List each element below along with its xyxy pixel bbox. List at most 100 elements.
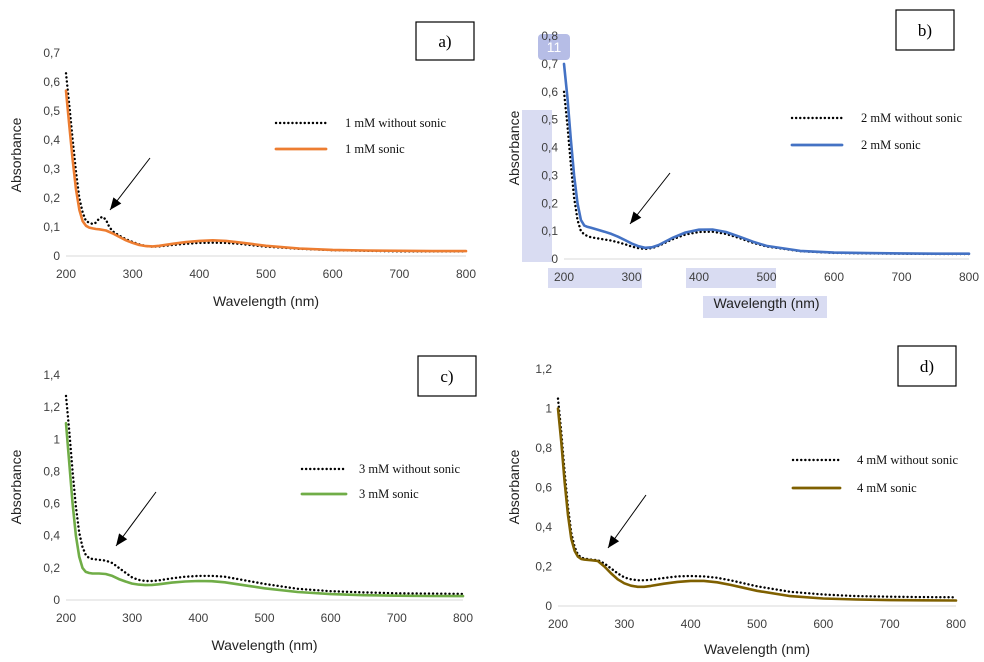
x-tick-label: 200 [56, 611, 76, 625]
panel-label-box [415, 21, 475, 61]
annotation-arrowhead [630, 211, 642, 224]
highlight-xtick-band-2 [686, 268, 776, 288]
panel-label: a) [438, 32, 451, 51]
y-tick-label: 1,2 [535, 362, 552, 376]
x-tick-label: 800 [453, 611, 473, 625]
x-tick-label: 600 [323, 267, 343, 281]
panel-label: c) [440, 367, 453, 386]
x-axis-title: Wavelength (nm) [704, 641, 810, 657]
annotation-arrowhead [116, 533, 128, 546]
series-line-without-sonic [64, 394, 465, 596]
y-tick-label: 0,2 [43, 561, 60, 575]
x-tick-label: 200 [56, 267, 76, 281]
highlight-badge [538, 34, 570, 60]
y-tick-label: 0,6 [541, 85, 558, 99]
y-tick-label: 0 [551, 252, 558, 266]
chart-panel-1: 0 0,1 0,2 0,3 0,4 0,5 0,6 0,7 200 300 400 500 600 700… [8, 21, 476, 309]
highlight-badge-text: 11 [547, 39, 562, 55]
y-tick-label: 0,8 [43, 464, 60, 478]
x-tick-label: 300 [614, 617, 634, 631]
x-tick-label: 500 [756, 270, 776, 284]
y-tick-label: 0,4 [535, 520, 552, 534]
y-tick-label: 0,6 [43, 497, 60, 511]
legend-label: 1 mM sonic [345, 142, 405, 156]
y-tick-label: 1,2 [43, 400, 60, 414]
y-tick-label: 0,6 [43, 75, 60, 89]
x-tick-label: 500 [256, 267, 276, 281]
annotation-arrowhead [110, 197, 122, 210]
x-tick-label: 200 [554, 270, 574, 284]
y-tick-label: 1 [545, 402, 552, 416]
y-tick-label: 0 [53, 593, 60, 607]
x-tick-label: 700 [891, 270, 911, 284]
series-line-sonic [64, 89, 468, 253]
y-tick-label: 0,8 [535, 441, 552, 455]
y-tick-label: 0,6 [535, 481, 552, 495]
x-tick-label: 300 [621, 270, 641, 284]
y-tick-label: 0,1 [43, 220, 60, 234]
chart-panel-3: 0 0,2 0,4 0,6 0,8 1 1,2 1,4 200 300 400 500 600 700 80… [8, 355, 477, 653]
y-tick-label: 0,3 [43, 162, 60, 176]
y-tick-label: 0,2 [535, 560, 552, 574]
legend-label: 2 mM sonic [861, 138, 921, 152]
x-tick-label: 300 [122, 611, 142, 625]
y-tick-label: 0,2 [541, 196, 558, 210]
x-tick-label: 600 [813, 617, 833, 631]
panel-label: b) [918, 21, 932, 40]
x-tick-label: 400 [189, 267, 209, 281]
y-axis-title: Absorbance [506, 449, 522, 524]
x-tick-label: 400 [689, 270, 709, 284]
series-line-without-sonic [64, 72, 468, 253]
highlight-xtick-band [548, 268, 642, 288]
y-tick-label: 0,5 [541, 113, 558, 127]
legend-label: 1 mM without sonic [345, 116, 446, 130]
panel-label-box [417, 355, 477, 397]
x-tick-label: 200 [548, 617, 568, 631]
y-tick-label: 1 [53, 432, 60, 446]
legend-label: 4 mM without sonic [857, 453, 958, 467]
x-tick-label: 400 [188, 611, 208, 625]
y-tick-label: 0,4 [541, 141, 558, 155]
y-tick-label: 0,5 [43, 104, 60, 118]
panel-label-box [895, 9, 955, 51]
legend-label: 3 mM without sonic [359, 462, 460, 476]
y-tick-label: 0,8 [541, 29, 558, 43]
legend-label: 2 mM without sonic [861, 111, 962, 125]
series-line-sonic [64, 421, 465, 598]
series-line-sonic [556, 407, 958, 602]
x-tick-label: 400 [681, 617, 701, 631]
chart-panel-2: 11 0 0,1 0,2 0,3 0,4 0,5 0,6 0,7 0,8 200 300 400 500 6… [506, 9, 979, 318]
x-tick-label: 800 [456, 267, 476, 281]
chart-panel-4: 0 0,2 0,4 0,6 0,8 1 1,2 200 300 400 500 600 700 800 Wa… [506, 345, 966, 657]
y-axis-title: Absorbance [8, 449, 24, 524]
y-tick-label: 0,1 [541, 224, 558, 238]
y-tick-label: 0,7 [43, 46, 60, 60]
y-tick-label: 0,2 [43, 191, 60, 205]
x-tick-label: 500 [747, 617, 767, 631]
x-tick-label: 600 [321, 611, 341, 625]
x-tick-label: 800 [946, 617, 966, 631]
y-tick-label: 1,4 [43, 368, 60, 382]
panel-label-box [897, 345, 957, 387]
legend-label: 3 mM sonic [359, 487, 419, 501]
x-tick-label: 700 [389, 267, 409, 281]
y-tick-label: 0 [53, 249, 60, 263]
x-tick-label: 800 [959, 270, 979, 284]
x-tick-label: 600 [824, 270, 844, 284]
x-axis-title: Wavelength (nm) [213, 293, 319, 309]
x-tick-label: 300 [123, 267, 143, 281]
y-tick-label: 0,7 [541, 57, 558, 71]
annotation-arrowhead [608, 535, 620, 548]
legend-label: 4 mM sonic [857, 481, 917, 495]
x-axis-title: Wavelength (nm) [211, 637, 317, 653]
series-line-without-sonic [556, 397, 958, 599]
y-tick-label: 0 [545, 599, 552, 613]
x-tick-label: 700 [387, 611, 407, 625]
highlight-ytick-band [522, 110, 552, 262]
y-tick-label: 0,4 [43, 529, 60, 543]
y-axis-title: Absorbance [8, 117, 24, 192]
x-axis-title: Wavelength (nm) [713, 295, 819, 311]
series-line-sonic [562, 62, 971, 255]
y-tick-label: 0,3 [541, 168, 558, 182]
